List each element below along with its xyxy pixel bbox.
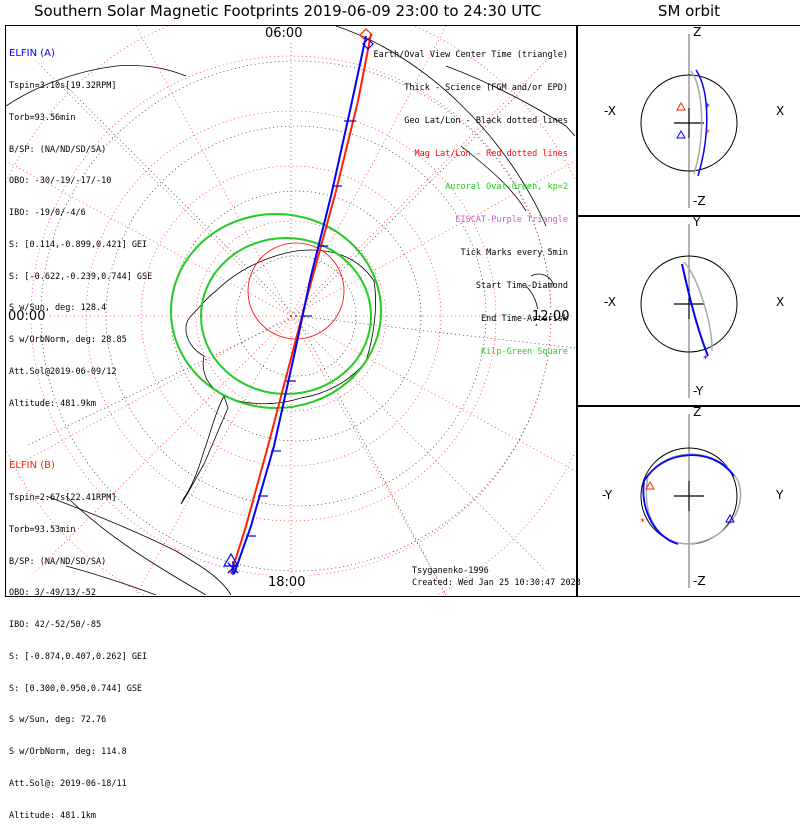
axis-label-bottom: -Z xyxy=(693,574,706,588)
elfin-b-line: S: [0.300,0.950,0.744] GSE xyxy=(9,683,143,694)
elfin-a-label: ELFIN (A) xyxy=(9,48,55,60)
mlt-label-bottom: 18:00 xyxy=(266,575,308,590)
orbit-plot-xy: * xyxy=(640,224,738,398)
elfin-a-line: S: [0.114,-0.899,0.421] GEI xyxy=(9,239,148,250)
start-diamond-marker xyxy=(359,28,374,50)
orbit-title: SM orbit xyxy=(657,2,721,20)
antarctica-outline xyxy=(185,249,376,405)
mag-polar-circle xyxy=(247,242,345,340)
elfin-a-line: IBO: -19/0/-4/6 xyxy=(9,208,86,219)
elfin-a-line: S: [-0.622,-0.239,0.744] GSE xyxy=(9,271,153,282)
elfin-b-info: ELFIN (B) Tspin=2.67s[22.41RPM] Torb=93.… xyxy=(9,440,147,832)
created-timestamp: Created: Wed Jan 25 10:30:47 2023 xyxy=(412,578,581,588)
axis-label-right: X xyxy=(776,295,785,309)
mlt-label-right: 12:00 xyxy=(530,309,572,324)
mlt-label-top: 06:00 xyxy=(263,26,305,41)
svg-text:*: * xyxy=(640,517,645,528)
model-credit: Tsyganenko-1996 xyxy=(412,566,489,576)
axis-label-top: Z xyxy=(693,405,702,419)
legend-entry: End Time-Asterisk xyxy=(481,314,568,324)
auroral-oval-outer xyxy=(170,213,382,409)
elfin-b-label: ELFIN (B) xyxy=(9,460,55,472)
orbit-panel-xy: * Y -Y -X X xyxy=(577,215,800,407)
legend-entry: Tick Marks every 5min xyxy=(460,248,568,258)
elfin-a-line: S w/Sun, deg: 128.4 xyxy=(9,303,107,314)
elfin-a-info: ELFIN (A) Tspin=3.10s[19.32RPM] Torb=93.… xyxy=(9,28,152,420)
axis-label-left: -X xyxy=(604,104,616,118)
axis-label-bottom: -Z xyxy=(693,194,706,208)
svg-text:*: * xyxy=(705,128,710,139)
orbit-panel-yz: * Z -Z -Y Y xyxy=(577,405,800,597)
orbit-panel-xz: * * Z -Z -X X xyxy=(577,25,800,217)
mlt-label-left: 00:00 xyxy=(6,309,48,324)
svg-text:*: * xyxy=(703,354,708,365)
end-asterisk-marker xyxy=(227,561,239,575)
elfin-b-line: S: [-0.874,0.407,0.262] GEI xyxy=(9,651,148,662)
elfin-a-line: Tspin=3.10s[19.32RPM] xyxy=(9,80,117,91)
chart-title: Southern Solar Magnetic Footprints 2019-… xyxy=(33,2,542,20)
elfin-b-line: Altitude: 481.1km xyxy=(9,810,96,821)
antarctic-peninsula-outline xyxy=(180,394,229,505)
elfin-b-line: Tspin=2.67s[22.41RPM] xyxy=(9,492,117,503)
elfin-a-track xyxy=(233,35,367,575)
orbit-plot-xz: * * xyxy=(640,34,738,208)
axis-label-bottom: -Y xyxy=(693,384,704,398)
legend-entry: EISCAT-Purple Triangle xyxy=(455,215,568,225)
elfin-a-line: Altitude: 481.9km xyxy=(9,398,96,409)
australia-outline xyxy=(445,65,575,212)
axis-label-left: -Y xyxy=(602,488,613,502)
svg-text:*: * xyxy=(705,102,710,113)
elfin-b-line: S w/Sun, deg: 72.76 xyxy=(9,715,107,726)
elfin-b-line: B/SP: (NA/ND/SD/SA) xyxy=(9,556,107,567)
elfin-b-line: S w/OrbNorm, deg: 114.8 xyxy=(9,747,127,758)
elfin-a-line: S w/OrbNorm, deg: 28.85 xyxy=(9,335,127,346)
axis-label-top: Y xyxy=(693,215,701,229)
legend-entry: Kilp-Green Square xyxy=(481,347,568,357)
legend-entry: Auroral Oval-Green, kp=2 xyxy=(445,182,568,192)
footprint-map xyxy=(6,26,575,595)
axis-label-right: Y xyxy=(776,488,784,502)
axis-label-left: -X xyxy=(604,295,616,309)
elfin-b-line: OBO: 3/-49/13/-52 xyxy=(9,588,96,599)
elfin-a-line: OBO: -30/-19/-17/-10 xyxy=(9,176,112,187)
elfin-b-line: Torb=93.53min xyxy=(9,524,76,535)
elfin-b-track xyxy=(230,33,372,575)
elfin-a-line: Torb=93.56min xyxy=(9,112,76,123)
view-center-triangle xyxy=(222,552,240,567)
axis-label-top: Z xyxy=(693,25,702,39)
elfin-a-line: B/SP: (NA/ND/SD/SA) xyxy=(9,144,107,155)
orbit-plot-yz: * xyxy=(640,414,742,588)
axis-label-right: X xyxy=(776,104,785,118)
legend-entry: Start Time-Diamond xyxy=(475,281,568,291)
legend-entry: Mag Lat/Lon - Red dotted lines xyxy=(414,149,568,159)
elfin-a-line: Att.Sol@2019-06-09/12 xyxy=(9,367,117,377)
legend-entry: Thick - Science (FGM and/or EPD) xyxy=(404,83,568,93)
legend-entry: Earth/Oval View Center Time (triangle) xyxy=(373,50,568,60)
elfin-b-line: Att.Sol@: 2019-06-18/11 xyxy=(9,779,127,789)
footprint-map-frame xyxy=(5,25,577,597)
legend-entry: Geo Lat/Lon - Black dotted lines xyxy=(404,116,568,126)
legend: Earth/Oval View Center Time (triangle) T… xyxy=(374,28,568,369)
africa-outline xyxy=(6,65,187,107)
elfin-b-line: IBO: 42/-52/50/-85 xyxy=(9,620,102,631)
